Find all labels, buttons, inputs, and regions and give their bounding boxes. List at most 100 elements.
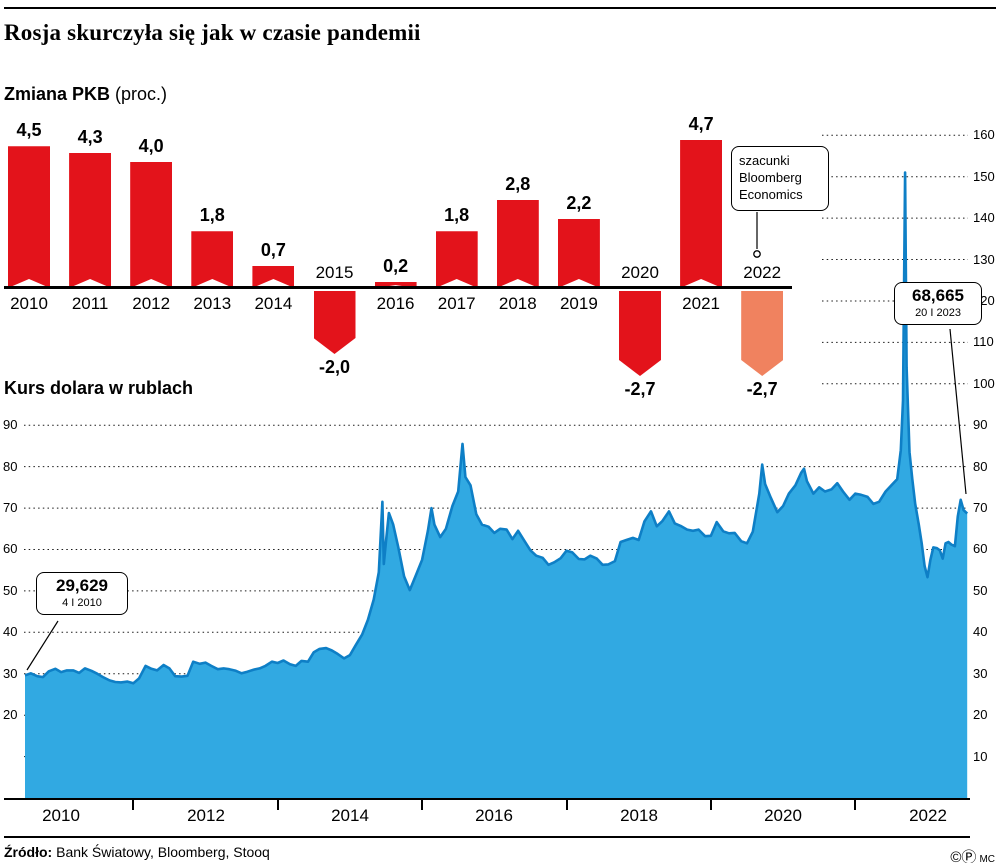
estimate-annotation: szacunki Bloomberg Economics — [731, 146, 829, 211]
gdp-year-2022: 2022 — [743, 263, 782, 282]
usd-chart-heading: Kurs dolara w rublach — [4, 378, 194, 398]
y-axis-label-right-140: 140 — [973, 210, 995, 225]
estimate-note-line3: Economics — [739, 186, 803, 202]
gdp-heading-label: Zmiana PKB — [4, 84, 111, 104]
gdp-axis-line — [4, 286, 792, 289]
end-value-annotation: 68,665 20 I 2023 — [894, 282, 982, 325]
source-text: Bank Światowy, Bloomberg, Stooq — [52, 844, 270, 860]
usd-area-fill — [25, 172, 968, 799]
x-axis-tick — [710, 799, 712, 810]
gdp-chart-heading: Zmiana PKB (proc.) — [4, 84, 167, 105]
y-axis-label-right-70: 70 — [973, 500, 988, 515]
source-line: Źródło: Bank Światowy, Bloomberg, Stooq — [4, 844, 270, 860]
gdp-value-2013: 1,8 — [199, 205, 225, 226]
y-axis-label-right-90: 90 — [973, 417, 988, 432]
gdp-heading-unit: (proc.) — [110, 84, 168, 104]
y-axis-label-left-80: 80 — [3, 459, 18, 474]
gdp-value-2017: 1,8 — [444, 205, 470, 226]
page-title: Rosja skurczyła się jak w czasie pandemi… — [4, 20, 421, 45]
x-axis-label-2012: 2012 — [187, 806, 225, 825]
gdp-value-2018: 2,8 — [505, 173, 531, 194]
estimate-anchor-dot — [753, 250, 761, 258]
y-axis-label-left-30: 30 — [3, 666, 18, 681]
gdp-year-2020: 2020 — [621, 263, 659, 282]
gdp-bar-2014 — [252, 266, 294, 288]
gdp-value-2022: -2,7 — [746, 379, 778, 400]
x-axis-line-top — [4, 798, 970, 800]
y-axis-label-left-90: 90 — [3, 417, 18, 432]
end-value: 68,665 — [912, 286, 964, 305]
end-date: 20 I 2023 — [915, 306, 961, 319]
footer-marks: ©Ⓟ MC — [950, 846, 995, 863]
gdp-year-2016: 2016 — [376, 294, 415, 313]
start-value-annotation: 29,629 4 I 2010 — [36, 572, 128, 615]
y-axis-label-left-40: 40 — [3, 624, 18, 639]
y-axis-label-right-60: 60 — [973, 541, 988, 556]
gdp-bar-2021 — [680, 140, 722, 288]
x-axis-label-2016: 2016 — [475, 806, 513, 825]
gdp-bar-2013 — [191, 231, 233, 288]
gdp-bar-2012 — [130, 162, 172, 288]
y-axis-label-right-80: 80 — [973, 459, 988, 474]
copyright-icon: © — [950, 849, 962, 863]
published-icon: Ⓟ — [961, 849, 977, 863]
source-label: Źródło: — [4, 844, 53, 860]
y-axis-label-right-10: 10 — [973, 749, 988, 764]
usd-line — [24, 171, 969, 685]
x-axis-tick — [277, 799, 279, 810]
gdp-bar-2010 — [8, 146, 50, 288]
end-leader-line — [949, 328, 967, 495]
author-initials: MC — [979, 854, 995, 863]
gdp-bar-2016 — [375, 282, 417, 288]
gdp-year-2017: 2017 — [437, 294, 476, 313]
x-axis-tick — [132, 799, 134, 810]
gdp-year-2010: 2010 — [10, 294, 48, 313]
y-axis-label-right-160: 160 — [973, 127, 995, 142]
x-axis-label-2010: 2010 — [42, 806, 80, 825]
gdp-year-2013: 2013 — [193, 294, 232, 313]
gdp-value-2012: 4,0 — [138, 136, 164, 156]
estimate-note-line1: szacunki — [739, 153, 790, 168]
gdp-year-2021: 2021 — [682, 294, 720, 313]
y-axis-label-right-30: 30 — [973, 666, 988, 681]
gdp-value-2014: 0,7 — [260, 239, 286, 260]
start-date: 4 I 2010 — [62, 596, 102, 609]
y-axis-label-right-130: 130 — [973, 252, 995, 267]
gdp-value-2015: -2,0 — [318, 357, 351, 377]
y-axis-label-right-150: 150 — [973, 169, 995, 184]
y-axis-label-right-40: 40 — [973, 624, 988, 639]
y-axis-label-left-60: 60 — [3, 541, 18, 556]
start-value: 29,629 — [56, 576, 108, 595]
gdp-value-2019: 2,2 — [566, 192, 592, 213]
gdp-year-2015: 2015 — [315, 263, 354, 282]
gdp-bar-2022 — [741, 291, 783, 376]
gdp-value-2020: -2,7 — [624, 379, 656, 400]
gdp-year-2014: 2014 — [254, 294, 293, 313]
x-axis-label-2022: 2022 — [909, 806, 947, 825]
gdp-year-2018: 2018 — [498, 294, 537, 313]
gdp-value-2016: 0,2 — [383, 255, 409, 276]
gdp-value-2010: 4,5 — [16, 120, 42, 141]
x-axis-line-bottom — [4, 836, 970, 838]
start-leader-line — [26, 620, 59, 671]
gdp-year-2012: 2012 — [132, 294, 171, 313]
y-axis-label-left-20: 20 — [3, 707, 18, 722]
y-axis-label-right-20: 20 — [973, 707, 988, 722]
gdp-value-2011: 4,3 — [77, 126, 103, 147]
gdp-bar-2017 — [436, 231, 478, 288]
gdp-bar-2011 — [69, 153, 111, 288]
x-axis-label-2018: 2018 — [620, 806, 658, 825]
gdp-year-2019: 2019 — [559, 294, 598, 313]
x-axis-label-2014: 2014 — [331, 806, 369, 825]
gdp-bar-2018 — [497, 200, 539, 288]
x-axis-tick — [566, 799, 568, 810]
y-axis-label-left-70: 70 — [3, 500, 18, 515]
gdp-bar-2019 — [558, 219, 600, 288]
y-axis-label-right-100: 100 — [973, 376, 995, 391]
y-axis-label-right-110: 110 — [973, 334, 994, 349]
y-axis-label-right-50: 50 — [973, 583, 988, 598]
x-axis-label-2020: 2020 — [764, 806, 802, 825]
x-axis-tick — [854, 799, 856, 810]
gdp-value-2021: 4,7 — [688, 113, 714, 134]
